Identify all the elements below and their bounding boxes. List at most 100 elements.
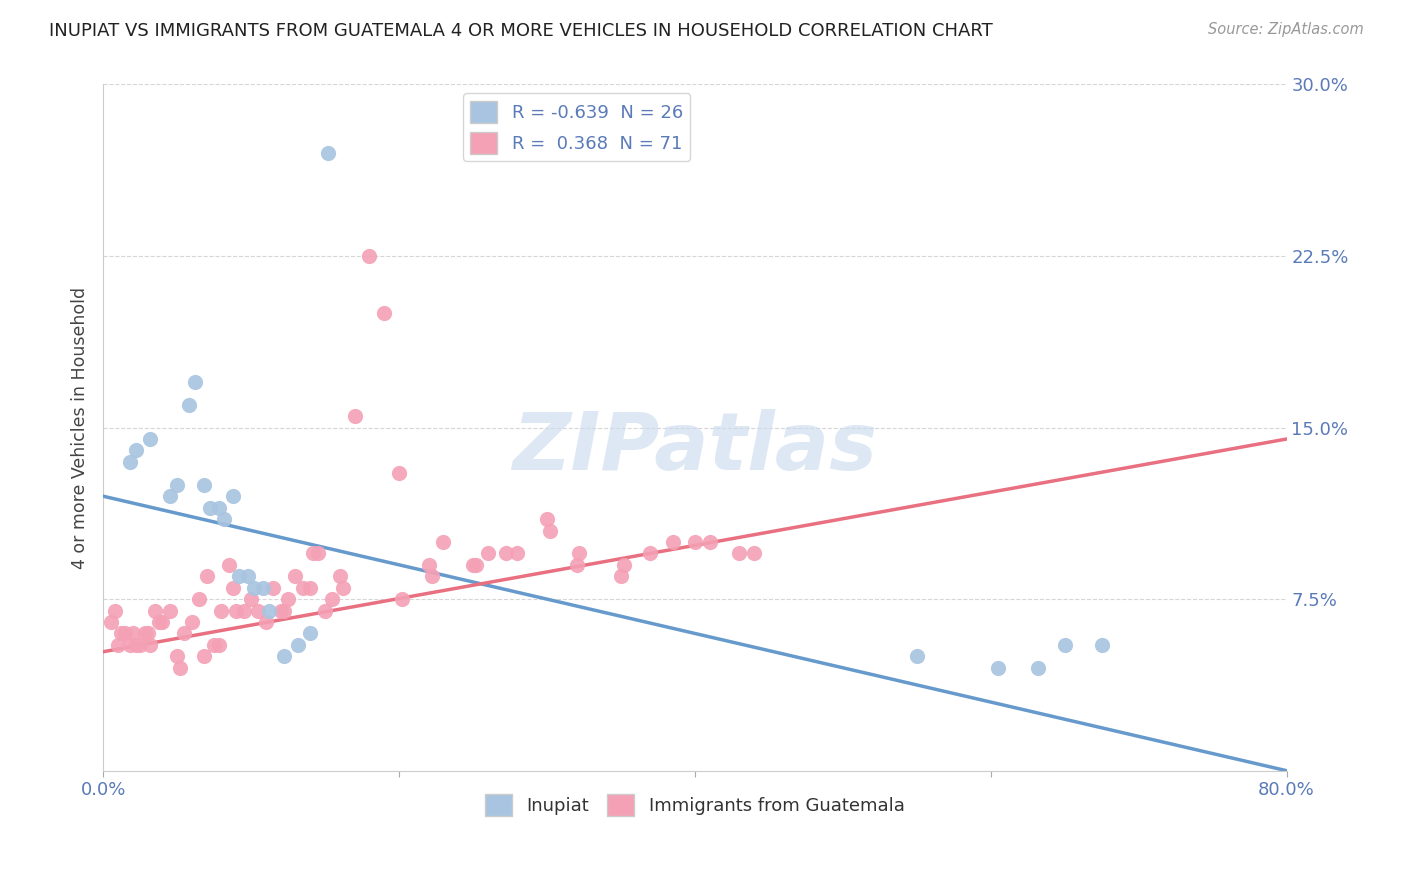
Point xyxy=(236,569,259,583)
Point xyxy=(228,569,250,583)
Point xyxy=(214,512,236,526)
Point xyxy=(177,398,200,412)
Point xyxy=(432,535,454,549)
Point xyxy=(610,569,633,583)
Point xyxy=(232,603,254,617)
Point xyxy=(359,249,381,263)
Point xyxy=(118,455,141,469)
Point xyxy=(661,535,683,549)
Point xyxy=(195,569,218,583)
Point xyxy=(1091,638,1114,652)
Point xyxy=(506,546,529,560)
Point xyxy=(166,477,188,491)
Point xyxy=(262,581,284,595)
Point xyxy=(173,626,195,640)
Point xyxy=(124,638,146,652)
Point xyxy=(477,546,499,560)
Point xyxy=(222,581,245,595)
Point xyxy=(240,592,263,607)
Point xyxy=(180,615,202,629)
Point xyxy=(314,603,336,617)
Point xyxy=(307,546,329,560)
Point xyxy=(134,626,156,640)
Point xyxy=(207,500,229,515)
Point xyxy=(343,409,366,424)
Point xyxy=(107,638,129,652)
Point xyxy=(114,626,136,640)
Point xyxy=(277,592,299,607)
Point xyxy=(495,546,517,560)
Point xyxy=(388,467,411,481)
Point xyxy=(159,603,181,617)
Point xyxy=(640,546,662,560)
Point xyxy=(461,558,484,572)
Point xyxy=(683,535,706,549)
Point xyxy=(207,638,229,652)
Point xyxy=(150,615,173,629)
Point xyxy=(302,546,325,560)
Point xyxy=(198,500,221,515)
Point xyxy=(169,661,191,675)
Point xyxy=(124,443,146,458)
Point xyxy=(225,603,247,617)
Point xyxy=(299,626,322,640)
Point xyxy=(291,581,314,595)
Point xyxy=(742,546,765,560)
Text: Source: ZipAtlas.com: Source: ZipAtlas.com xyxy=(1208,22,1364,37)
Point xyxy=(728,546,751,560)
Point xyxy=(254,615,277,629)
Point xyxy=(321,592,343,607)
Point xyxy=(270,603,292,617)
Point xyxy=(420,569,443,583)
Point xyxy=(332,581,354,595)
Point xyxy=(159,489,181,503)
Point xyxy=(148,615,170,629)
Point xyxy=(110,626,132,640)
Point xyxy=(243,581,266,595)
Point xyxy=(987,661,1010,675)
Point xyxy=(418,558,440,572)
Point xyxy=(100,615,122,629)
Point xyxy=(316,146,339,161)
Point xyxy=(139,638,162,652)
Point xyxy=(121,626,143,640)
Point xyxy=(136,626,159,640)
Point xyxy=(202,638,225,652)
Point xyxy=(273,603,295,617)
Point xyxy=(193,649,215,664)
Point xyxy=(166,649,188,664)
Point xyxy=(143,603,166,617)
Point xyxy=(211,603,233,617)
Point xyxy=(129,638,152,652)
Point xyxy=(613,558,636,572)
Text: ZIPatlas: ZIPatlas xyxy=(512,409,877,487)
Point xyxy=(464,558,486,572)
Point xyxy=(257,603,280,617)
Point xyxy=(218,558,240,572)
Point xyxy=(373,306,395,320)
Point xyxy=(193,477,215,491)
Point xyxy=(252,581,274,595)
Point xyxy=(104,603,127,617)
Point xyxy=(699,535,721,549)
Point xyxy=(287,638,309,652)
Point xyxy=(538,524,561,538)
Y-axis label: 4 or more Vehicles in Household: 4 or more Vehicles in Household xyxy=(72,286,89,568)
Point xyxy=(222,489,245,503)
Point xyxy=(184,375,207,389)
Point xyxy=(1053,638,1076,652)
Legend: Inupiat, Immigrants from Guatemala: Inupiat, Immigrants from Guatemala xyxy=(478,787,912,823)
Point xyxy=(247,603,270,617)
Point xyxy=(1026,661,1049,675)
Text: INUPIAT VS IMMIGRANTS FROM GUATEMALA 4 OR MORE VEHICLES IN HOUSEHOLD CORRELATION: INUPIAT VS IMMIGRANTS FROM GUATEMALA 4 O… xyxy=(49,22,993,40)
Point xyxy=(284,569,307,583)
Point xyxy=(273,649,295,664)
Point xyxy=(565,558,588,572)
Point xyxy=(568,546,591,560)
Point xyxy=(139,432,162,446)
Point xyxy=(391,592,413,607)
Point xyxy=(188,592,211,607)
Point xyxy=(118,638,141,652)
Point xyxy=(905,649,928,664)
Point xyxy=(329,569,352,583)
